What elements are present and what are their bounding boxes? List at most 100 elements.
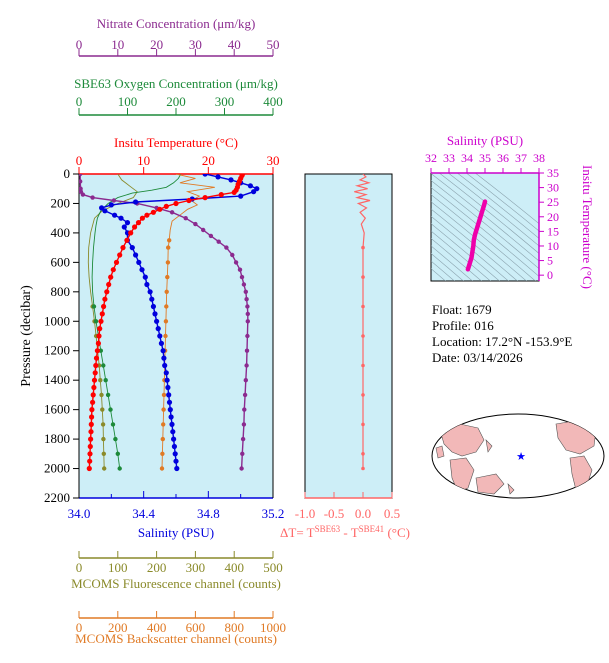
temperature-point [88,436,94,442]
salinity-axis: 34.0 34.4 34.8 35.2 Salinity (PSU) [68,491,284,540]
fluorescence-point [101,451,107,456]
backscatter-point [161,422,166,427]
temperature-point [88,429,94,435]
salinity-point [171,436,177,442]
salinity-point [228,177,234,183]
pressure-tick-label: 1600 [44,402,70,417]
delta-axis: -1.0 -0.5 0.0 0.5 ΔT= TSBE63 - TSBE41 (°C) [280,492,410,540]
temperature-point [117,252,123,258]
fluorescence-tick-label: 0 [76,560,83,575]
land-mass [439,423,485,457]
pressure-tick-label: 1000 [44,313,70,328]
ts-y-tick-label: 25 [547,195,559,209]
temperature-point [94,348,100,354]
salinity-point [174,465,180,472]
delta-point [361,422,365,427]
ts-y-tick-label: 30 [547,181,559,195]
temperature-point [135,220,142,226]
temperature-point [90,399,96,405]
nitrate-point [245,319,250,324]
delta-point [361,334,365,338]
oxygen-point [91,304,97,309]
nitrate-point [79,179,83,184]
pressure-tick-label: 2200 [44,490,70,505]
float-location: Location: 17.2°N -153.9°E [432,334,573,349]
salinity-point [170,429,176,435]
pressure-tick-label: 600 [51,254,71,269]
oxygen-point [110,422,116,427]
ts-x-axis-title: Salinity (PSU) [447,133,523,148]
ts-density-contours [431,173,539,281]
salinity-point [129,245,135,251]
nitrate-point [201,227,206,233]
temperature-point [91,384,97,391]
salinity-point [168,414,174,420]
temperature-tick-label: 30 [267,153,280,168]
delta-tick-label: 0.5 [384,506,400,521]
salinity-point [124,220,131,226]
delta-point [361,363,365,368]
nitrate-point [241,422,247,427]
delta-point [361,466,365,471]
oxygen-tick-label: 200 [166,94,186,109]
ts-y-tick-label: 5 [547,254,553,268]
nitrate-point [245,311,250,317]
temperature-tick-label: 20 [202,153,215,168]
salinity-tick-label: 34.8 [197,506,220,521]
nitrate-point [79,174,83,177]
oxygen-point [101,363,106,368]
salinity-tick-label: 34.4 [132,506,155,521]
isopycnal-line [431,223,500,281]
pressure-tick-label: 400 [51,225,71,240]
salinity-point [149,296,155,302]
backscatter-axis-title: MCOMS Backscatter channel (counts) [75,631,277,646]
ts-y-tick-label: 35 [547,166,559,180]
fluorescence-point [98,378,103,383]
backscatter-point [165,260,171,265]
ts-series [465,199,488,272]
salinity-point [171,443,177,450]
isopycnal-line [431,245,473,281]
profile-number: Profile: 016 [432,318,494,333]
ts-y-tick-label: 15 [547,224,559,238]
backscatter-tick-label: 200 [108,620,128,635]
nitrate-point [240,451,245,456]
nitrate-tick-label: 0 [76,37,83,52]
land-mass [475,473,505,495]
salinity-point [251,189,257,195]
delta-tick-label: -1.0 [295,506,316,521]
oxygen-point [93,319,99,324]
pressure-tick-label: 2000 [44,461,70,476]
temperature-point [144,212,150,218]
backscatter-tick-label: 1000 [260,620,286,635]
main-plot-area [79,174,273,498]
nitrate-point [242,392,248,398]
salinity-point [162,362,168,369]
backscatter-point [163,333,168,339]
temperature-point [96,333,102,339]
backscatter-point [161,392,167,398]
nitrate-axis-title: Nitrate Concentration (μm/kg) [97,16,256,31]
nitrate-axis: 0 10 20 30 40 50 Nitrate Concentration (μm/kg) [76,16,280,57]
delta-point [361,452,365,456]
nitrate-point [237,267,243,272]
oxygen-point [117,466,122,471]
ts-curve [465,199,488,272]
nitrate-point [208,233,214,239]
temperature-axis: 0 10 20 30 Insitu Temperature (°C) [76,135,280,175]
salinity-point [166,392,172,398]
land-mass [449,457,475,493]
delta-point [361,275,365,279]
ts-x-tick-label: 33 [443,151,455,165]
temperature-point [89,414,95,420]
salinity-axis-title: Salinity (PSU) [138,525,214,540]
delta-plot-area [304,173,393,499]
temperature-tick-label: 10 [137,153,150,168]
land-mass [435,445,445,459]
ts-x-tick-label: 36 [497,151,509,165]
salinity-point [167,407,173,413]
isopycnal-line [474,173,539,225]
temperature-point [113,259,120,265]
